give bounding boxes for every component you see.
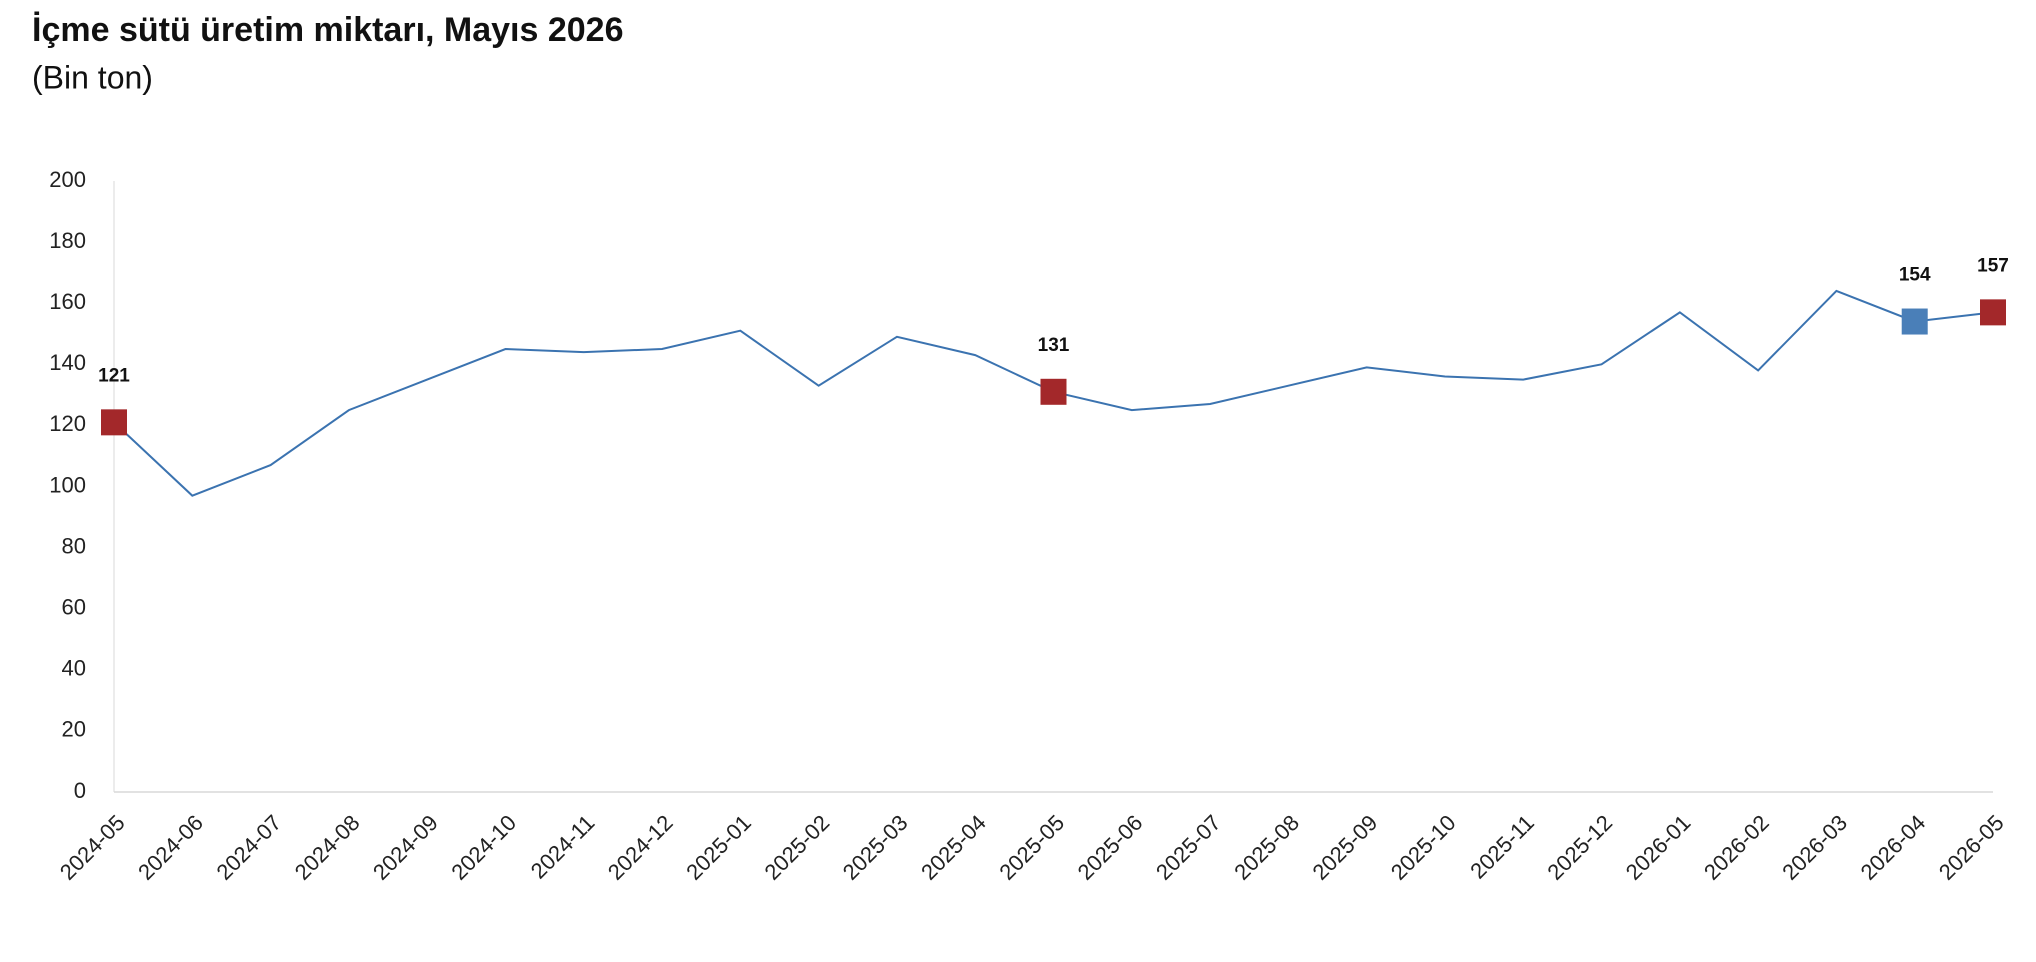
x-tick-label: 2024-06 xyxy=(133,810,208,885)
x-tick-label: 2024-07 xyxy=(211,810,286,885)
x-tick-label: 2025-02 xyxy=(759,810,834,885)
x-tick-label: 2026-02 xyxy=(1699,810,1774,885)
x-tick-label: 2026-01 xyxy=(1621,810,1696,885)
y-tick-label: 120 xyxy=(49,411,86,436)
chart-subtitle: (Bin ton) xyxy=(32,59,153,95)
x-tick-label: 2025-07 xyxy=(1151,810,1226,885)
x-tick-label: 2025-12 xyxy=(1542,810,1617,885)
y-tick-label: 160 xyxy=(49,289,86,314)
x-tick-label: 2026-03 xyxy=(1777,810,1852,885)
y-tick-label: 60 xyxy=(62,595,86,620)
x-tick-label: 2026-05 xyxy=(1934,810,2009,885)
y-tick-label: 0 xyxy=(74,778,86,803)
x-tick-label: 2024-10 xyxy=(446,810,521,885)
x-tick-label: 2025-05 xyxy=(994,810,1069,885)
point-marker xyxy=(1980,299,2006,326)
chart-title: İçme sütü üretim miktarı, Mayıs 2026 xyxy=(32,11,623,49)
x-tick-label: 2025-06 xyxy=(1073,810,1148,885)
x-tick-label: 2025-11 xyxy=(1465,810,1539,884)
point-marker xyxy=(1040,378,1067,405)
x-tick-label: 2024-12 xyxy=(603,810,678,885)
x-tick-label: 2025-08 xyxy=(1229,810,1304,885)
x-tick-label: 2025-04 xyxy=(916,810,991,885)
data-label: 121 xyxy=(98,365,130,386)
x-tick-label: 2024-08 xyxy=(290,810,365,885)
y-tick-label: 100 xyxy=(49,472,86,497)
data-label: 157 xyxy=(1977,255,2009,276)
x-tick-label: 2026-04 xyxy=(1856,810,1931,885)
data-label: 131 xyxy=(1038,335,1070,356)
x-tick-label: 2024-05 xyxy=(55,810,130,885)
data-label: 154 xyxy=(1899,265,1931,286)
y-tick-label: 140 xyxy=(49,350,86,375)
y-tick-label: 80 xyxy=(62,533,86,558)
x-tick-label: 2024-11 xyxy=(526,810,600,884)
x-tick-label: 2025-03 xyxy=(838,810,913,885)
y-tick-label: 20 xyxy=(62,717,86,742)
x-tick-label: 2025-09 xyxy=(1308,810,1383,885)
x-tick-label: 2025-01 xyxy=(681,810,756,885)
y-tick-label: 200 xyxy=(49,167,86,192)
y-tick-label: 180 xyxy=(49,228,86,253)
y-tick-label: 40 xyxy=(62,656,86,681)
x-tick-label: 2024-09 xyxy=(368,810,443,885)
point-marker xyxy=(1901,308,1928,335)
x-tick-label: 2025-10 xyxy=(1386,810,1461,885)
point-marker xyxy=(101,409,127,436)
